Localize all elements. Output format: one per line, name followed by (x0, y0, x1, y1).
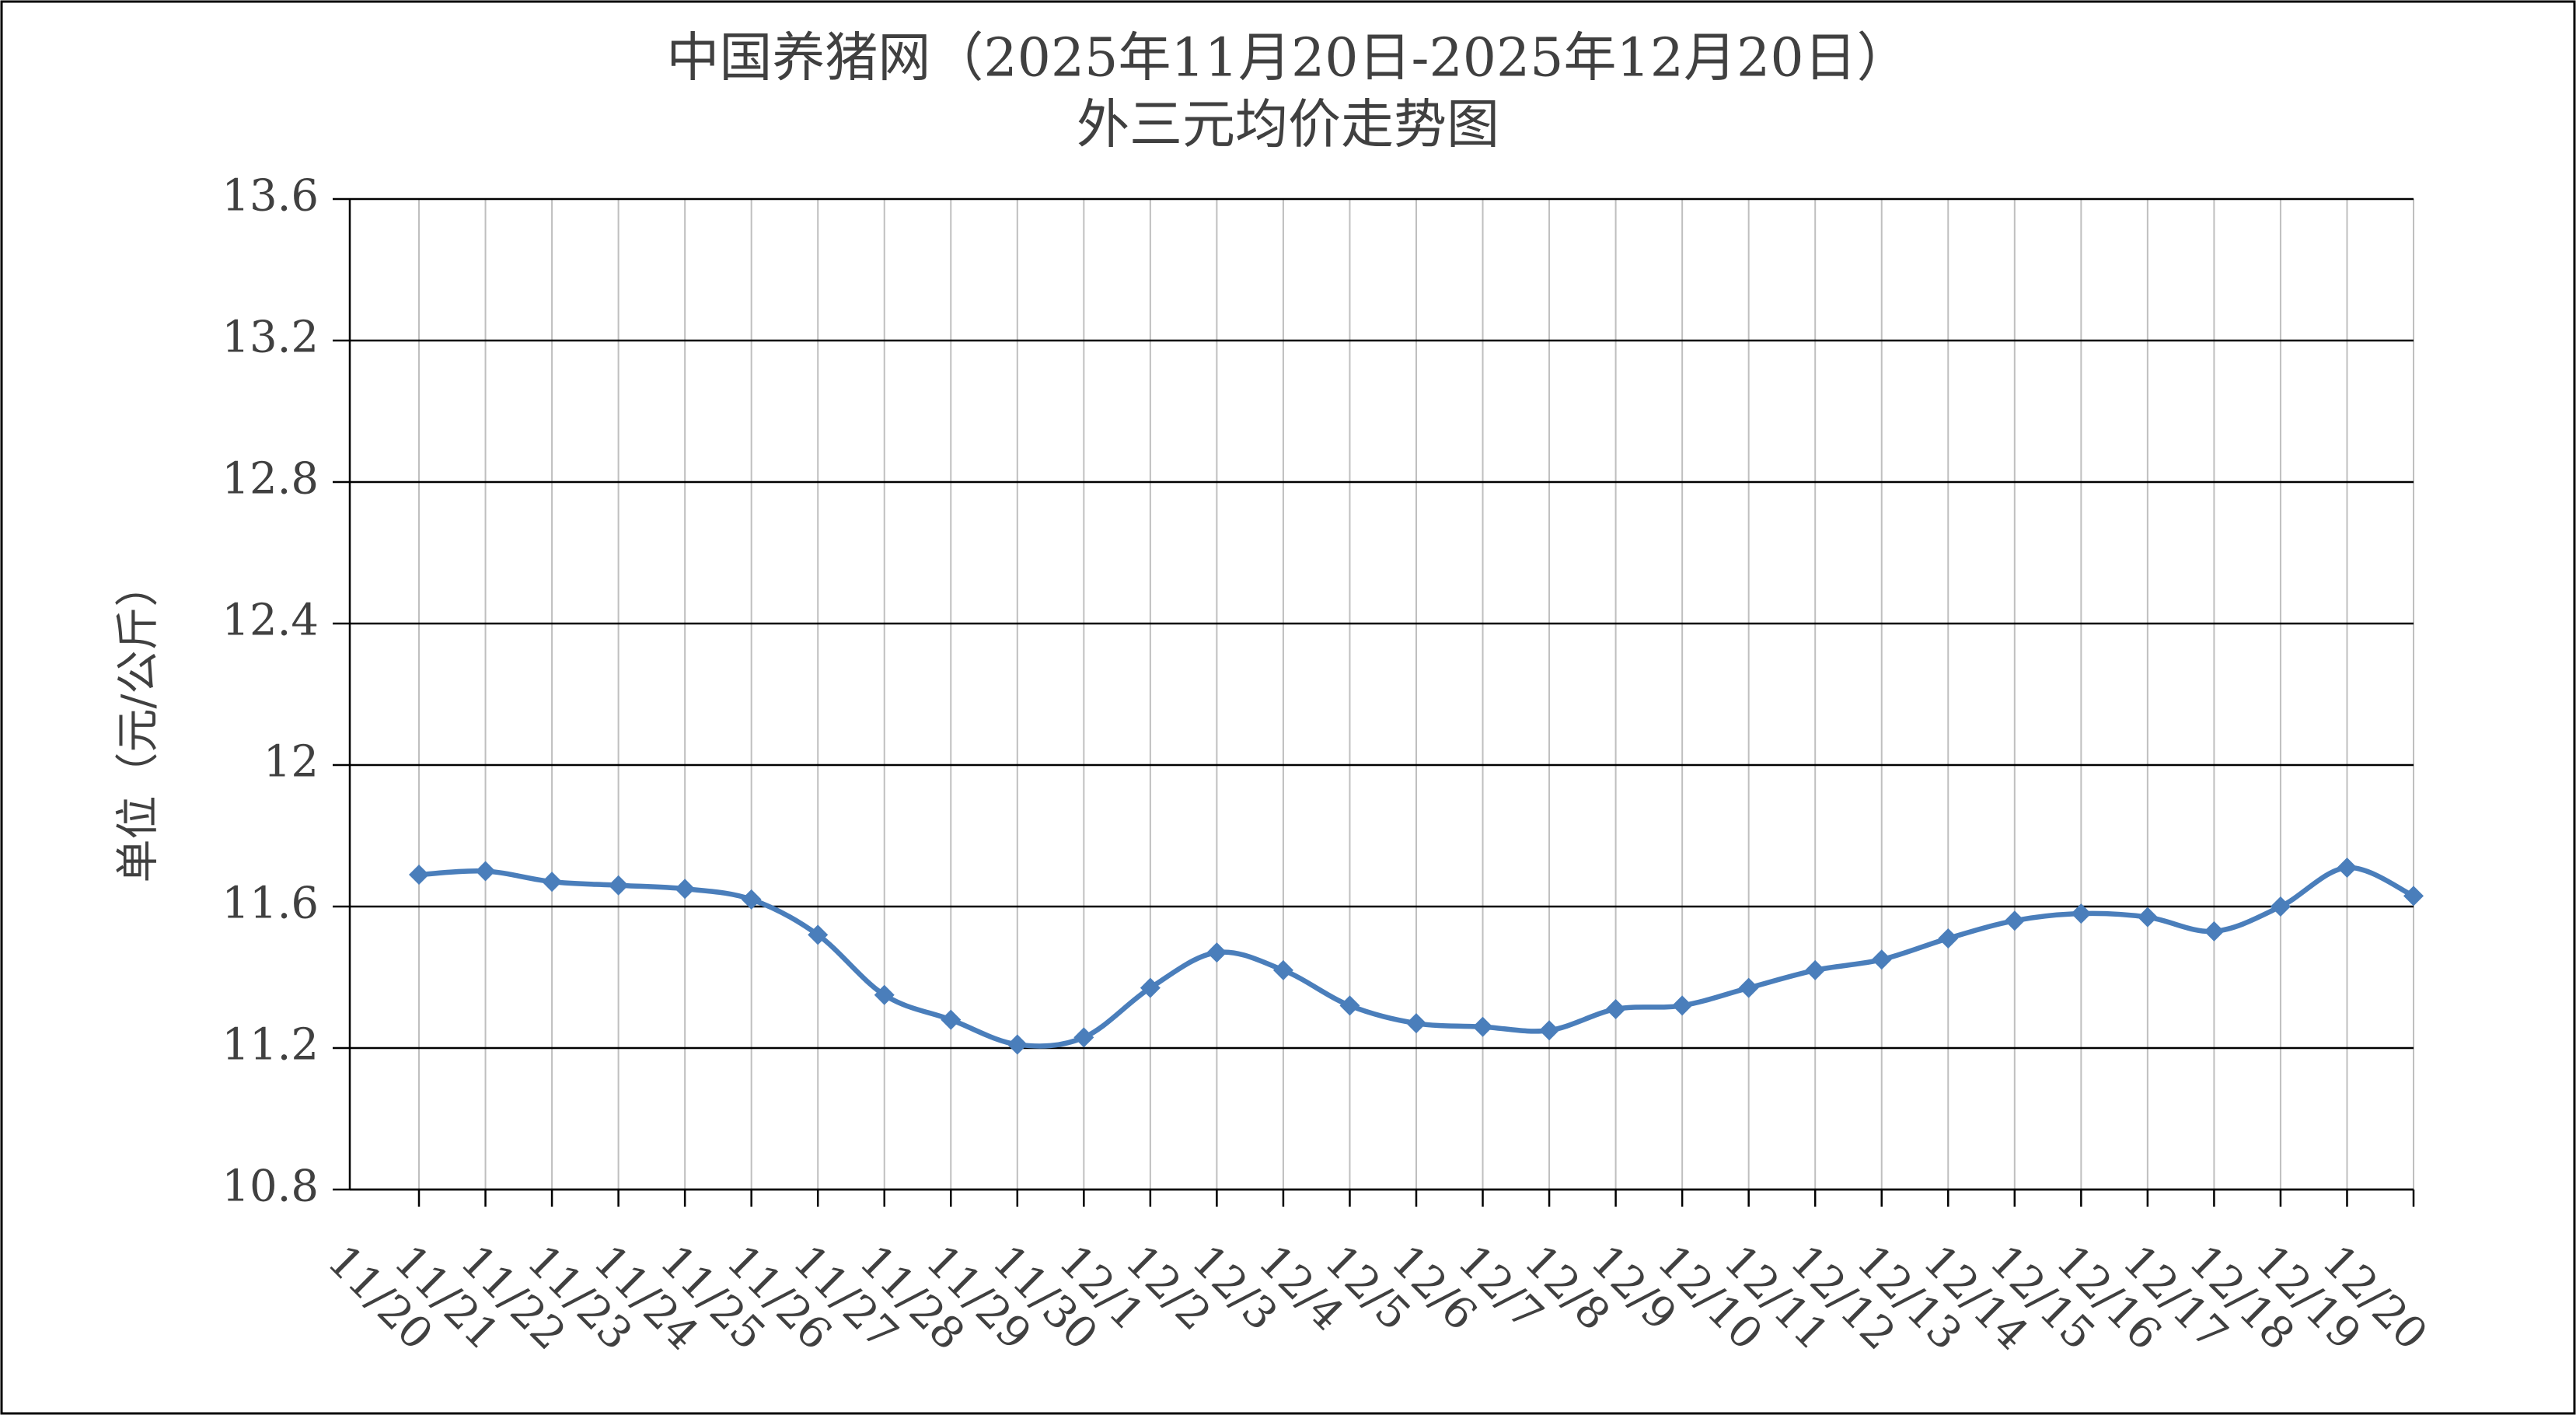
y-tick-label: 12.4 (222, 596, 319, 646)
marker (2270, 896, 2291, 917)
y-tick-label: 12 (264, 737, 319, 788)
marker (1272, 959, 1293, 980)
chart-subtitle: 外三元均价走势图 (1077, 95, 1499, 156)
marker (1805, 959, 1826, 980)
marker (941, 1009, 962, 1030)
marker (1938, 928, 1959, 949)
y-axis-label: 单位（元/公斤） (113, 564, 164, 883)
y-tick-label: 11.6 (222, 879, 319, 929)
marker (1871, 949, 1892, 970)
marker (1206, 942, 1227, 963)
marker (2137, 907, 2158, 928)
y-tick-label: 13.2 (222, 313, 319, 363)
marker (2071, 903, 2092, 924)
marker (1073, 1027, 1094, 1048)
marker (409, 865, 429, 886)
marker (1738, 977, 1759, 998)
marker (741, 889, 762, 910)
y-tick-label: 11.2 (222, 1020, 319, 1071)
marker (608, 875, 629, 896)
marker (1406, 1013, 1426, 1034)
marker (2337, 857, 2358, 878)
y-tick-label: 10.8 (222, 1162, 319, 1212)
marker (2204, 921, 2225, 942)
marker (1472, 1016, 1493, 1037)
marker (2403, 886, 2424, 907)
chart-title: 中国养猪网（2025年11月20日-2025年12月20日） (666, 28, 1909, 89)
marker (675, 879, 696, 900)
marker (475, 861, 496, 882)
marker (1539, 1020, 1560, 1041)
marker (542, 872, 563, 893)
marker (874, 984, 895, 1005)
y-tick-label: 12.8 (222, 454, 319, 505)
marker (1007, 1034, 1028, 1055)
marker (808, 924, 829, 945)
marker (1339, 995, 1360, 1016)
marker (2004, 910, 2025, 931)
marker (1672, 995, 1693, 1016)
y-tick-label: 13.6 (222, 171, 319, 222)
marker (1140, 977, 1161, 998)
marker (1605, 998, 1626, 1019)
